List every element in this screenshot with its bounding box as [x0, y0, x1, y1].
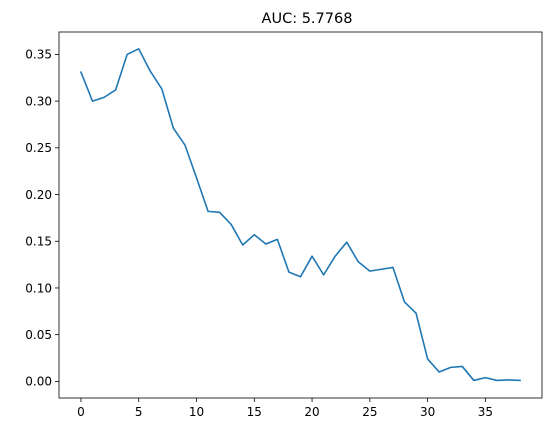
plot-frame: [58, 31, 543, 399]
x-tick-label: 5: [135, 405, 143, 419]
x-tick-label: 35: [478, 405, 493, 419]
series-line: [79, 48, 521, 382]
y-tick-label: 0.10: [25, 281, 52, 295]
x-tick-label: 30: [420, 405, 435, 419]
x-tick-label: 20: [304, 405, 319, 419]
x-tick-label: 10: [189, 405, 204, 419]
y-tick-label: 0.15: [25, 235, 52, 249]
axes: 0 5 10 15 20 25 30 35 0.00 0.05 0.10 0.15 0.20 0.25 0.…: [25, 48, 493, 419]
y-tick-label: 0.30: [25, 94, 52, 108]
chart-title: AUC: 5.7768: [262, 11, 353, 27]
y-tick-label: 0.20: [25, 188, 52, 202]
y-tick-label: 0.05: [25, 328, 52, 342]
x-tick-label: 25: [362, 405, 377, 419]
x-tick-label: 15: [247, 405, 262, 419]
y-tick-label: 0.35: [25, 48, 52, 62]
series-group: [79, 48, 521, 382]
x-tick-label: 0: [77, 405, 85, 419]
y-tick-label: 0.25: [25, 141, 52, 155]
y-tick-label: 0.00: [25, 375, 52, 389]
